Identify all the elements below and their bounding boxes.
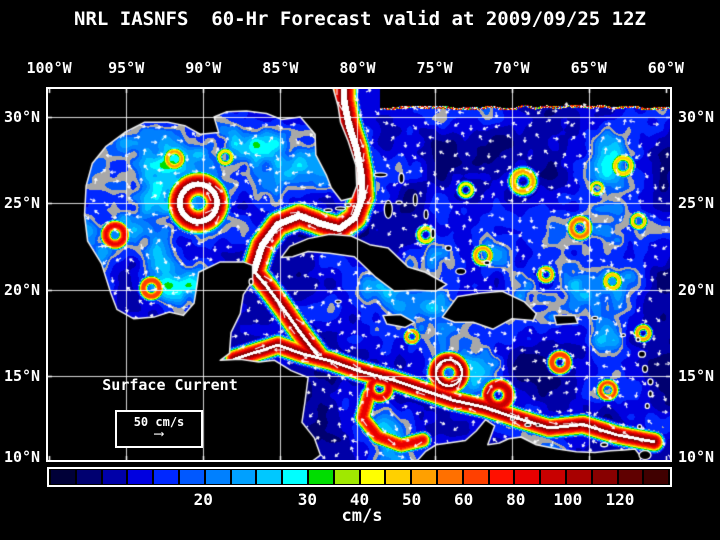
scale-arrow-icon: ⟶: [154, 426, 164, 442]
colorbar-tick-label: 40: [349, 490, 370, 509]
field-label: Surface Current: [102, 376, 238, 394]
colorbar-swatch: [644, 470, 669, 484]
colorbar-swatch: [102, 470, 127, 484]
lon-tick-label: 100°W: [26, 59, 72, 77]
map-area: Surface Current 50 cm/s ⟶: [46, 87, 672, 462]
colorbar-swatch: [541, 470, 565, 484]
colorbar-swatch: [128, 470, 153, 484]
lat-tick-label: 10°N: [677, 448, 715, 466]
lat-tick-label: 20°N: [677, 280, 715, 299]
colorbar-swatch: [515, 470, 540, 484]
colorbar-swatch: [489, 470, 514, 484]
lat-tick-label: 15°N: [677, 366, 715, 385]
speed-colorbar: [47, 467, 672, 487]
colorbar-swatch: [618, 470, 643, 484]
colorbar-swatch: [412, 470, 436, 484]
colorbar-swatch: [231, 470, 256, 484]
lon-tick-label: 75°W: [416, 59, 453, 77]
lon-tick-label: 65°W: [570, 59, 607, 77]
colorbar-swatch: [205, 470, 230, 484]
colorbar-swatch: [308, 470, 333, 484]
lat-tick-label: 30°N: [3, 108, 41, 126]
colorbar-swatch: [386, 470, 411, 484]
colorbar-swatch: [283, 470, 307, 484]
colorbar-swatch: [51, 470, 75, 484]
lon-tick-label: 70°W: [493, 59, 530, 77]
figure-title: NRL IASNFS 60-Hr Forecast valid at 2009/…: [74, 8, 646, 30]
colorbar-swatch: [257, 470, 282, 484]
colorbar-tick-label: 80: [506, 490, 526, 509]
lat-tick-label: 25°N: [677, 194, 715, 213]
colorbar-swatch: [76, 470, 101, 484]
colorbar-units: cm/s: [341, 506, 383, 526]
lon-tick-label: 80°W: [339, 59, 376, 77]
lat-tick-label: 20°N: [3, 280, 41, 299]
lat-tick-label: 25°N: [3, 194, 41, 213]
scale-label: 50 cm/s: [133, 415, 185, 429]
colorbar-swatch: [179, 470, 204, 484]
lon-tick-label: 60°W: [647, 59, 684, 77]
colorbar-swatch: [437, 470, 462, 484]
colorbar-swatch: [566, 470, 591, 484]
colorbar-swatch: [463, 470, 488, 484]
colorbar-swatch: [334, 470, 359, 484]
colorbar-tick-label: 60: [454, 490, 474, 509]
surface-current-map-canvas: [46, 87, 672, 462]
colorbar-tick-label: 50: [401, 490, 422, 509]
velocity-scale-box: 50 cm/s ⟶: [115, 410, 203, 448]
colorbar-swatch: [360, 470, 385, 484]
lon-tick-label: 85°W: [262, 59, 299, 77]
lat-tick-label: 10°N: [3, 448, 41, 466]
colorbar-tick-label: 120: [605, 490, 635, 509]
colorbar-swatch: [592, 470, 617, 484]
colorbar-swatch: [154, 470, 178, 484]
colorbar-tick-label: 100: [553, 490, 583, 509]
lon-tick-label: 90°W: [185, 59, 222, 77]
colorbar-tick-label: 20: [193, 490, 213, 509]
lon-tick-label: 95°W: [108, 59, 145, 77]
lat-tick-label: 30°N: [677, 108, 715, 126]
colorbar-tick-label: 30: [297, 490, 318, 509]
lat-tick-label: 15°N: [3, 366, 41, 385]
